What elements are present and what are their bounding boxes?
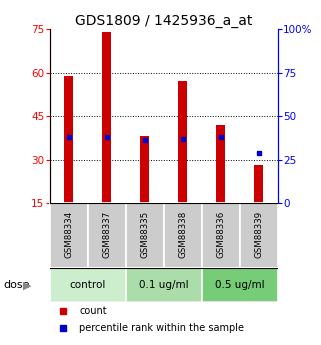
- Bar: [88, 203, 126, 268]
- Bar: [202, 268, 278, 302]
- Text: dose: dose: [3, 280, 30, 290]
- Text: percentile rank within the sample: percentile rank within the sample: [79, 323, 244, 333]
- Bar: [216, 125, 225, 203]
- Text: count: count: [79, 306, 107, 316]
- Bar: [178, 81, 187, 203]
- Bar: [140, 136, 150, 203]
- Bar: [126, 203, 164, 268]
- Bar: [126, 268, 202, 302]
- Bar: [164, 203, 202, 268]
- Text: GSM88335: GSM88335: [140, 211, 149, 258]
- Bar: [202, 203, 240, 268]
- Text: GSM88336: GSM88336: [216, 211, 225, 258]
- Bar: [64, 76, 74, 203]
- Text: GSM88339: GSM88339: [254, 211, 263, 258]
- Bar: [254, 165, 264, 203]
- Text: ▶: ▶: [23, 280, 32, 290]
- Bar: [50, 268, 126, 302]
- Text: GSM88338: GSM88338: [178, 211, 187, 258]
- Text: 0.1 ug/ml: 0.1 ug/ml: [139, 280, 188, 290]
- Bar: [102, 32, 111, 203]
- Text: GSM88337: GSM88337: [102, 211, 111, 258]
- Bar: [50, 203, 88, 268]
- Text: GSM88334: GSM88334: [64, 211, 73, 258]
- Title: GDS1809 / 1425936_a_at: GDS1809 / 1425936_a_at: [75, 14, 252, 28]
- Bar: [240, 203, 278, 268]
- Text: control: control: [70, 280, 106, 290]
- Text: 0.5 ug/ml: 0.5 ug/ml: [215, 280, 265, 290]
